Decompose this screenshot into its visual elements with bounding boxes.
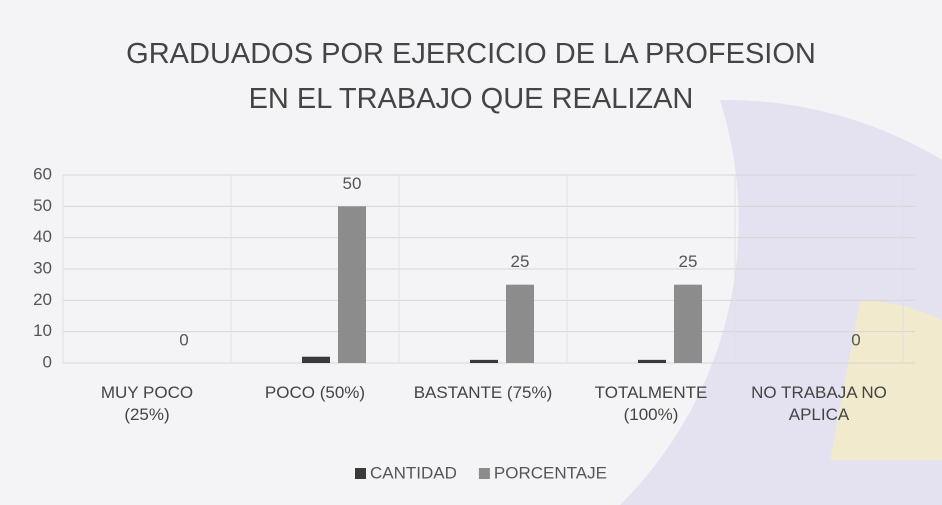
data-label: 25	[511, 252, 530, 271]
y-tick-label: 60	[33, 164, 52, 183]
background-shape	[830, 300, 942, 460]
y-tick-label: 40	[33, 227, 52, 246]
bar	[674, 284, 702, 363]
data-label: 25	[679, 252, 698, 271]
data-label: 0	[851, 330, 860, 349]
data-label: 0	[179, 330, 188, 349]
chart-title: GRADUADOS POR EJERCICIO DE LA PROFESION …	[126, 38, 816, 115]
x-tick-label: TOTALMENTE (100%)	[594, 383, 708, 424]
bar	[506, 284, 534, 363]
bar	[638, 359, 666, 363]
y-tick-label: 0	[43, 352, 52, 371]
legend-label: PORCENTAJE	[494, 463, 607, 482]
x-tick-label: BASTANTE (75%)	[413, 383, 553, 402]
legend-label: CANTIDAD	[370, 463, 457, 482]
bar	[338, 206, 366, 363]
bar	[302, 356, 330, 363]
y-tick-label: 20	[33, 290, 52, 309]
y-tick-label: 30	[33, 258, 52, 277]
x-tick-label: POCO (50%)	[264, 383, 366, 402]
data-label: 50	[343, 174, 362, 193]
y-tick-label: 50	[33, 196, 52, 215]
legend-swatch	[478, 468, 490, 479]
legend-swatch	[355, 468, 366, 479]
x-tick-label: NO TRABAJA NO APLICA	[751, 383, 887, 424]
y-tick-label: 10	[33, 321, 52, 340]
bar	[470, 359, 498, 363]
x-tick-label: MUY POCO (25%)	[100, 383, 194, 424]
